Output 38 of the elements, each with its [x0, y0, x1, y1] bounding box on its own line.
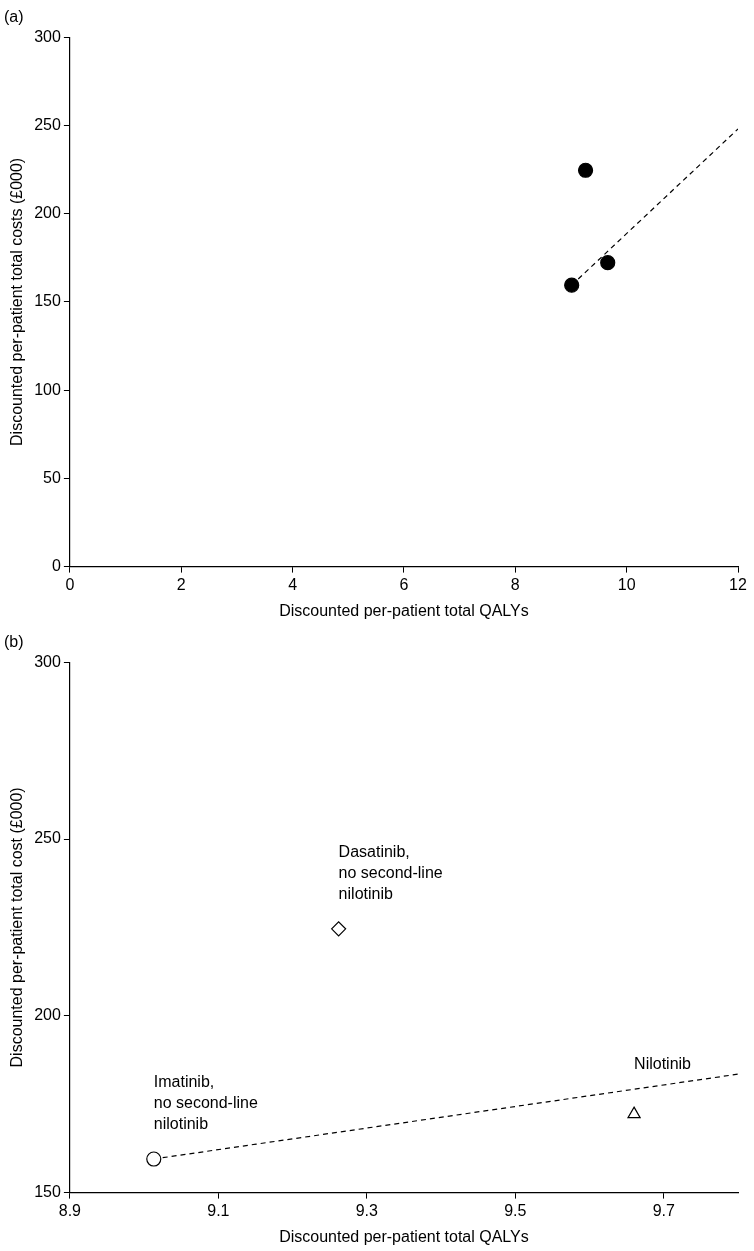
x-tick-label: 12	[729, 575, 747, 593]
x-tick-label: 8.9	[58, 1201, 82, 1219]
chart-title: (b)	[4, 633, 24, 651]
x-tick-label: 6	[399, 575, 409, 593]
x-axis-title: Discounted per-patient total QALYs	[279, 1227, 529, 1245]
point	[627, 1106, 641, 1119]
y-axis-title: Discounted per-patient total costs (£000)	[8, 157, 26, 446]
y-tick-label: 0	[51, 557, 61, 575]
x-tick-label: 9.1	[207, 1201, 230, 1219]
y-tick-label: 150	[34, 1183, 61, 1201]
point	[600, 255, 616, 271]
annotation: Nilotinib	[634, 1054, 692, 1072]
x-tick-label: 8	[510, 575, 520, 593]
annotation: Dasatinib, no second-line nilotinib	[338, 842, 443, 902]
y-axis-title: Discounted per-patient total cost (£000)	[8, 787, 26, 1068]
y-tick-label: 250	[34, 829, 61, 847]
x-tick-label: 9.3	[355, 1201, 379, 1219]
x-tick-label: 4	[288, 575, 298, 593]
chart-title: (a)	[4, 8, 24, 26]
y-tick-label: 150	[34, 292, 61, 310]
x-tick-label: 2	[176, 575, 186, 593]
point	[577, 162, 594, 178]
x-tick-label: 9.5	[504, 1201, 527, 1219]
point	[331, 921, 347, 937]
y-tick-label: 200	[34, 1006, 61, 1024]
y-tick-label: 300	[34, 27, 61, 45]
x-tick-label: 9.7	[652, 1201, 675, 1219]
x-axis-title: Discounted per-patient total QALYs	[279, 601, 529, 619]
point	[564, 277, 580, 293]
x-tick-label: 0	[65, 575, 75, 593]
y-tick-label: 250	[34, 115, 61, 133]
x-tick-label: 10	[617, 575, 636, 593]
y-tick-label: 100	[34, 380, 61, 398]
y-tick-label: 300	[34, 652, 61, 670]
y-tick-label: 200	[34, 204, 61, 222]
annotation: Imatinib, no second-line nilotinib	[153, 1073, 258, 1133]
y-tick-label: 50	[43, 468, 61, 486]
point	[146, 1151, 162, 1167]
